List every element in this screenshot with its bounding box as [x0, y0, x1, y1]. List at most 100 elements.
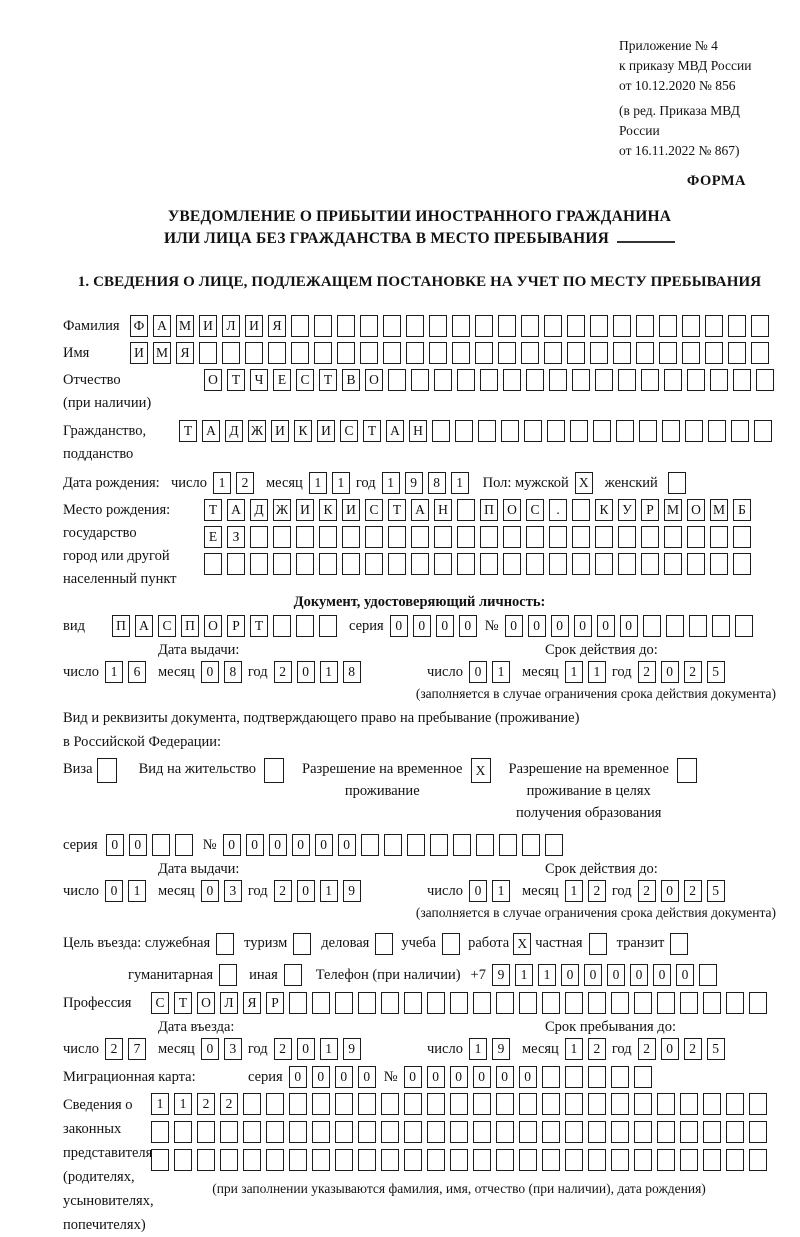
- char-cell: Е: [273, 369, 291, 391]
- char-cell: [665, 615, 684, 637]
- char-cell: 2: [273, 880, 292, 902]
- char-cell: [542, 1093, 560, 1115]
- char-cell: М: [664, 499, 682, 521]
- char-cell: [542, 992, 560, 1014]
- char-cell: [335, 1121, 353, 1143]
- char-cell: [434, 553, 452, 575]
- birth-place-label: Место рождения: государство город или др…: [63, 499, 204, 591]
- document-title: УВЕДОМЛЕНИЕ О ПРИБЫТИИ ИНОСТРАННОГО ГРАЖ…: [63, 206, 776, 250]
- char-cell: [595, 553, 613, 575]
- private-label: частная: [535, 935, 583, 951]
- char-cell: [204, 553, 222, 575]
- char-cell: А: [227, 499, 245, 521]
- char-cell: 2: [104, 1038, 123, 1060]
- char-cell: [565, 1149, 583, 1171]
- char-cell: [613, 342, 631, 364]
- profession-label: Профессия: [63, 995, 132, 1011]
- title-line2: ИЛИ ЛИЦА БЕЗ ГРАЖДАНСТВА В МЕСТО ПРЕБЫВА…: [163, 230, 610, 247]
- year-label: год: [247, 664, 268, 680]
- char-cell: 3: [223, 880, 242, 902]
- char-cell: [450, 1149, 468, 1171]
- char-cell: 2: [637, 1038, 656, 1060]
- char-cell: [728, 315, 746, 337]
- month-label: месяц: [521, 664, 559, 680]
- char-cell: [657, 1149, 675, 1171]
- char-cell: П: [480, 499, 498, 521]
- char-cell: Т: [250, 615, 268, 637]
- char-cell: X: [513, 932, 532, 955]
- char-cell: А: [153, 315, 171, 337]
- char-cell: 0: [314, 834, 333, 856]
- char-cell: [595, 526, 613, 548]
- char-cell: [588, 1149, 606, 1171]
- char-cell: [314, 342, 332, 364]
- char-cell: 1: [491, 661, 510, 683]
- char-cell: [243, 1121, 261, 1143]
- business-label: деловая: [321, 935, 370, 951]
- valid-until-label: Срок действия до:: [545, 861, 658, 877]
- char-cell: [264, 758, 285, 783]
- char-cell: [174, 1149, 192, 1171]
- char-cell: [314, 315, 332, 337]
- char-cell: [151, 1121, 169, 1143]
- char-cell: [572, 553, 590, 575]
- appendix-line: к приказу МВД России: [619, 58, 752, 73]
- char-cell: [296, 615, 314, 637]
- char-cell: [519, 992, 537, 1014]
- char-cell: [496, 1121, 514, 1143]
- char-cell: [611, 1093, 629, 1115]
- char-cell: 1: [514, 964, 533, 986]
- legal-label: Сведения о законных представителях (роди…: [63, 1093, 160, 1237]
- citizenship-label-line1: Гражданство,: [63, 423, 147, 439]
- char-cell: [698, 964, 717, 986]
- char-cell: [434, 526, 452, 548]
- day-label: число: [63, 1041, 99, 1057]
- char-cell: Р: [641, 499, 659, 521]
- char-cell: [708, 420, 726, 442]
- char-cell: 0: [200, 880, 219, 902]
- char-cell: [475, 315, 493, 337]
- char-cell: [266, 1121, 284, 1143]
- char-cell: О: [687, 499, 705, 521]
- char-cell: [664, 526, 682, 548]
- char-cell: [641, 526, 659, 548]
- char-cell: [613, 315, 631, 337]
- char-cell: [243, 1149, 261, 1171]
- char-cell: [642, 615, 661, 637]
- char-cell: [291, 315, 309, 337]
- char-cell: Я: [243, 992, 261, 1014]
- char-cell: [734, 615, 753, 637]
- char-cell: [751, 342, 769, 364]
- surname-label: Фамилия: [63, 318, 120, 334]
- valid-until-label: Срок действия до:: [545, 642, 658, 658]
- char-cell: [749, 992, 767, 1014]
- char-cell: [703, 1093, 721, 1115]
- char-cell: 1: [564, 661, 583, 683]
- char-cell: X: [470, 758, 491, 783]
- char-cell: [676, 758, 697, 783]
- char-cell: [680, 1121, 698, 1143]
- char-cell: М: [710, 499, 728, 521]
- char-cell: 0: [357, 1066, 376, 1088]
- char-cell: [312, 1121, 330, 1143]
- char-cell: [197, 1149, 215, 1171]
- char-cell: 0: [200, 1038, 219, 1060]
- char-cell: С: [340, 420, 358, 442]
- char-cell: [312, 992, 330, 1014]
- char-cell: [473, 1149, 491, 1171]
- char-cell: [406, 834, 425, 856]
- char-cell: 1: [468, 1038, 487, 1060]
- legal-row3: [151, 1149, 767, 1171]
